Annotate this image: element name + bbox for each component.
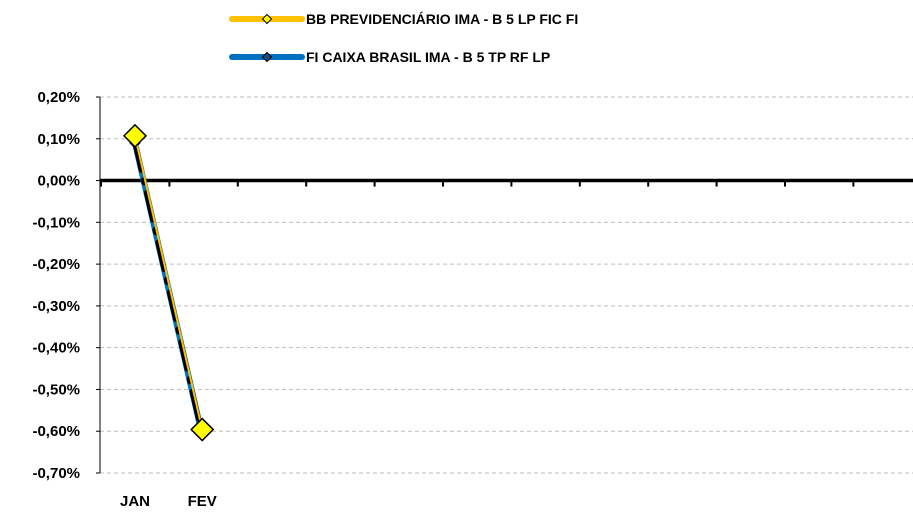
series-line-bb [134,135,204,430]
y-tick-label: 0,00% [37,173,80,190]
y-tick-label: -0,20% [32,256,80,273]
y-tick-label: -0,60% [32,423,80,440]
chart-axes [99,97,913,473]
trend-line [132,140,205,438]
y-tick-label: -0,70% [32,465,80,482]
y-tick-label: 0,20% [37,89,80,106]
y-tick-label: 0,10% [37,131,80,148]
y-tick-label: -0,50% [32,381,80,398]
grid-lines [100,96,913,474]
y-axis-ticks: 0,20% 0,10% 0,00% -0,10% -0,20% -0,30% -0,40% -… [32,89,100,482]
chart-series [122,123,215,442]
y-tick-label: -0,30% [32,298,80,315]
data-point-bb [190,417,215,442]
chart-legend: BB PREVIDENCIÁRIO IMA - B 5 LP FIC FI FI … [229,11,578,65]
x-tick-label: FEV [188,493,217,510]
x-axis-ticks: JAN FEV [120,493,217,510]
legend-label: FI CAIXA BRASIL IMA - B 5 TP RF LP [306,49,550,65]
data-point-bb [122,123,148,148]
legend-swatch-marker [261,13,273,25]
y-tick-label: -0,10% [32,214,80,231]
x-tick-label: JAN [120,493,150,510]
legend-swatch-marker [261,51,273,63]
legend-label: BB PREVIDENCIÁRIO IMA - B 5 LP FIC FI [306,11,578,27]
y-tick-label: -0,40% [32,340,80,357]
